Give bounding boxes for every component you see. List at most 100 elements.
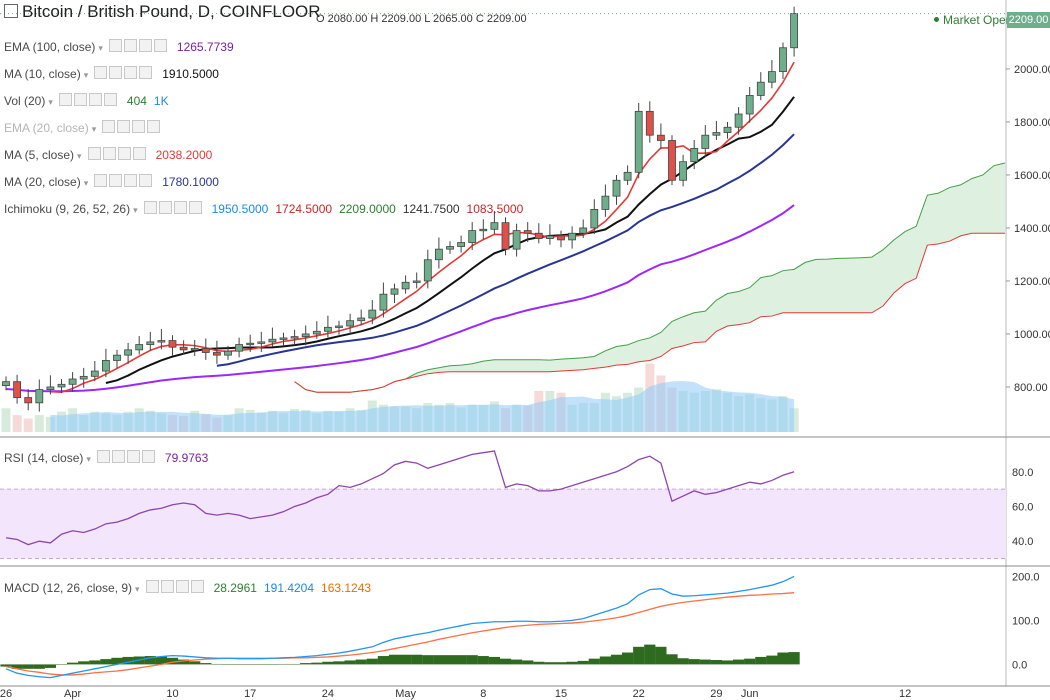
legend-controls[interactable] [108,39,169,57]
indicator-legend-item[interactable]: MA (10, close) ▾ 1910.5000 [4,65,224,83]
settings-icon[interactable] [102,147,116,160]
chevron-down-icon[interactable]: ▾ [135,584,140,594]
remove-icon[interactable] [147,120,161,133]
candle [568,232,576,241]
chevron-down-icon[interactable]: ▾ [98,43,103,53]
visibility-icon[interactable] [145,580,159,593]
remove-icon[interactable] [103,93,117,106]
macd-histogram-bar [11,664,23,669]
add-icon[interactable] [132,120,146,133]
remove-icon[interactable] [141,450,155,463]
price-tick-label: 1000.00 [1014,329,1050,341]
settings-icon[interactable] [117,120,131,133]
ichimoku-cloud [294,163,1006,393]
remove-icon[interactable] [132,147,146,160]
indicator-legend-item[interactable]: Ichimoku (9, 26, 52, 26) ▾ 1950.5000 1724.5… [4,200,528,218]
chevron-down-icon[interactable]: ▾ [48,97,53,107]
add-icon[interactable] [138,39,152,52]
candle [756,81,765,96]
indicator-name: MACD (12, 26, close, 9) [4,581,133,595]
legend-controls[interactable] [145,580,206,598]
time-tick-label: 29 [710,688,722,700]
indicator-legend-item[interactable]: Vol (20) ▾ 404 1K [4,92,174,110]
macd-histogram-bar [677,658,689,665]
macd-tick-label: 0.0 [1012,659,1027,671]
visibility-icon[interactable] [143,201,157,214]
volume-bar [12,415,22,432]
time-tick-label: 15 [555,688,567,700]
macd-histogram-bar [78,661,90,665]
candle [201,348,210,353]
macd-histogram-bar [522,660,534,665]
candle [690,148,699,163]
macd-histogram-bar [233,664,245,665]
legend-controls[interactable] [87,147,148,165]
chevron-down-icon[interactable]: ▾ [86,454,91,464]
visibility-icon[interactable] [102,120,116,133]
chevron-down-icon[interactable]: ▾ [133,205,138,215]
visibility-icon[interactable] [96,450,110,463]
remove-icon[interactable] [139,66,153,79]
rsi-legend[interactable]: RSI (14, close) ▾ 79.9763 [4,449,208,467]
legend-controls[interactable] [58,93,119,111]
indicator-legend-item[interactable]: EMA (20, close) ▾ [4,119,168,137]
visibility-icon[interactable] [58,93,72,106]
add-icon[interactable] [126,450,140,463]
chevron-down-icon[interactable]: ▾ [83,178,89,188]
remove-icon[interactable] [188,201,202,214]
macd-histogram-bar [111,657,123,665]
remove-icon[interactable] [139,174,153,187]
candle [657,134,665,141]
macd-histogram-bar [178,659,190,665]
indicator-legend-item[interactable]: MA (5, close) ▾ 2038.2000 [4,146,217,164]
time-tick-label: May [395,688,416,700]
visibility-icon[interactable] [94,174,108,187]
rsi-tick-label: 80.0 [1012,467,1033,479]
macd-histogram-bar [189,661,201,665]
visibility-icon[interactable] [87,147,101,160]
add-icon[interactable] [175,580,189,593]
candle [335,325,343,328]
indicator-legend-item[interactable]: MA (20, close) ▾ 1780.1000 [4,173,224,191]
collapse-icon[interactable] [4,4,18,18]
macd-histogram-bar [655,646,667,665]
visibility-icon[interactable] [108,39,122,52]
indicator-value: 2038.2000 [155,148,213,162]
macd-histogram-bar [44,664,56,668]
legend-controls[interactable] [96,450,157,468]
legend-controls[interactable] [94,174,154,192]
settings-icon[interactable] [111,450,125,463]
visibility-icon[interactable] [94,66,108,79]
add-icon[interactable] [88,93,102,106]
macd-histogram-bar [744,658,756,665]
legend-controls[interactable] [102,120,162,138]
settings-icon[interactable] [73,93,87,106]
indicator-legend-item[interactable]: EMA (100, close) ▾ 1265.7739 [4,38,239,56]
settings-icon[interactable] [109,174,123,187]
candle [346,320,355,327]
chevron-down-icon[interactable]: ▾ [77,151,82,161]
settings-icon[interactable] [123,39,137,52]
chevron-down-icon[interactable]: ▾ [91,124,97,134]
add-icon[interactable] [173,201,187,214]
settings-icon[interactable] [158,201,172,214]
legend-controls[interactable] [94,66,154,84]
candle [790,13,798,49]
add-icon[interactable] [117,147,131,160]
remove-icon[interactable] [153,39,167,52]
time-tick-label: 10 [166,688,178,700]
chart-title[interactable]: Bitcoin / British Pound, D, COINFLOOR [4,2,321,22]
candle [457,242,466,247]
chevron-down-icon[interactable]: ▾ [83,70,89,80]
ichimoku-span-b [294,232,1005,393]
legend-controls[interactable] [143,201,204,219]
remove-icon[interactable] [190,580,204,593]
macd-legend[interactable]: MACD (12, 26, close, 9) ▾ 28.2961 191.4204 1… [4,579,376,597]
settings-icon[interactable] [160,580,174,593]
indicator-name: Ichimoku (9, 26, 52, 26) [4,202,131,216]
add-icon[interactable] [124,66,138,79]
candle [679,161,687,181]
add-icon[interactable] [124,174,138,187]
settings-icon[interactable] [109,66,123,79]
